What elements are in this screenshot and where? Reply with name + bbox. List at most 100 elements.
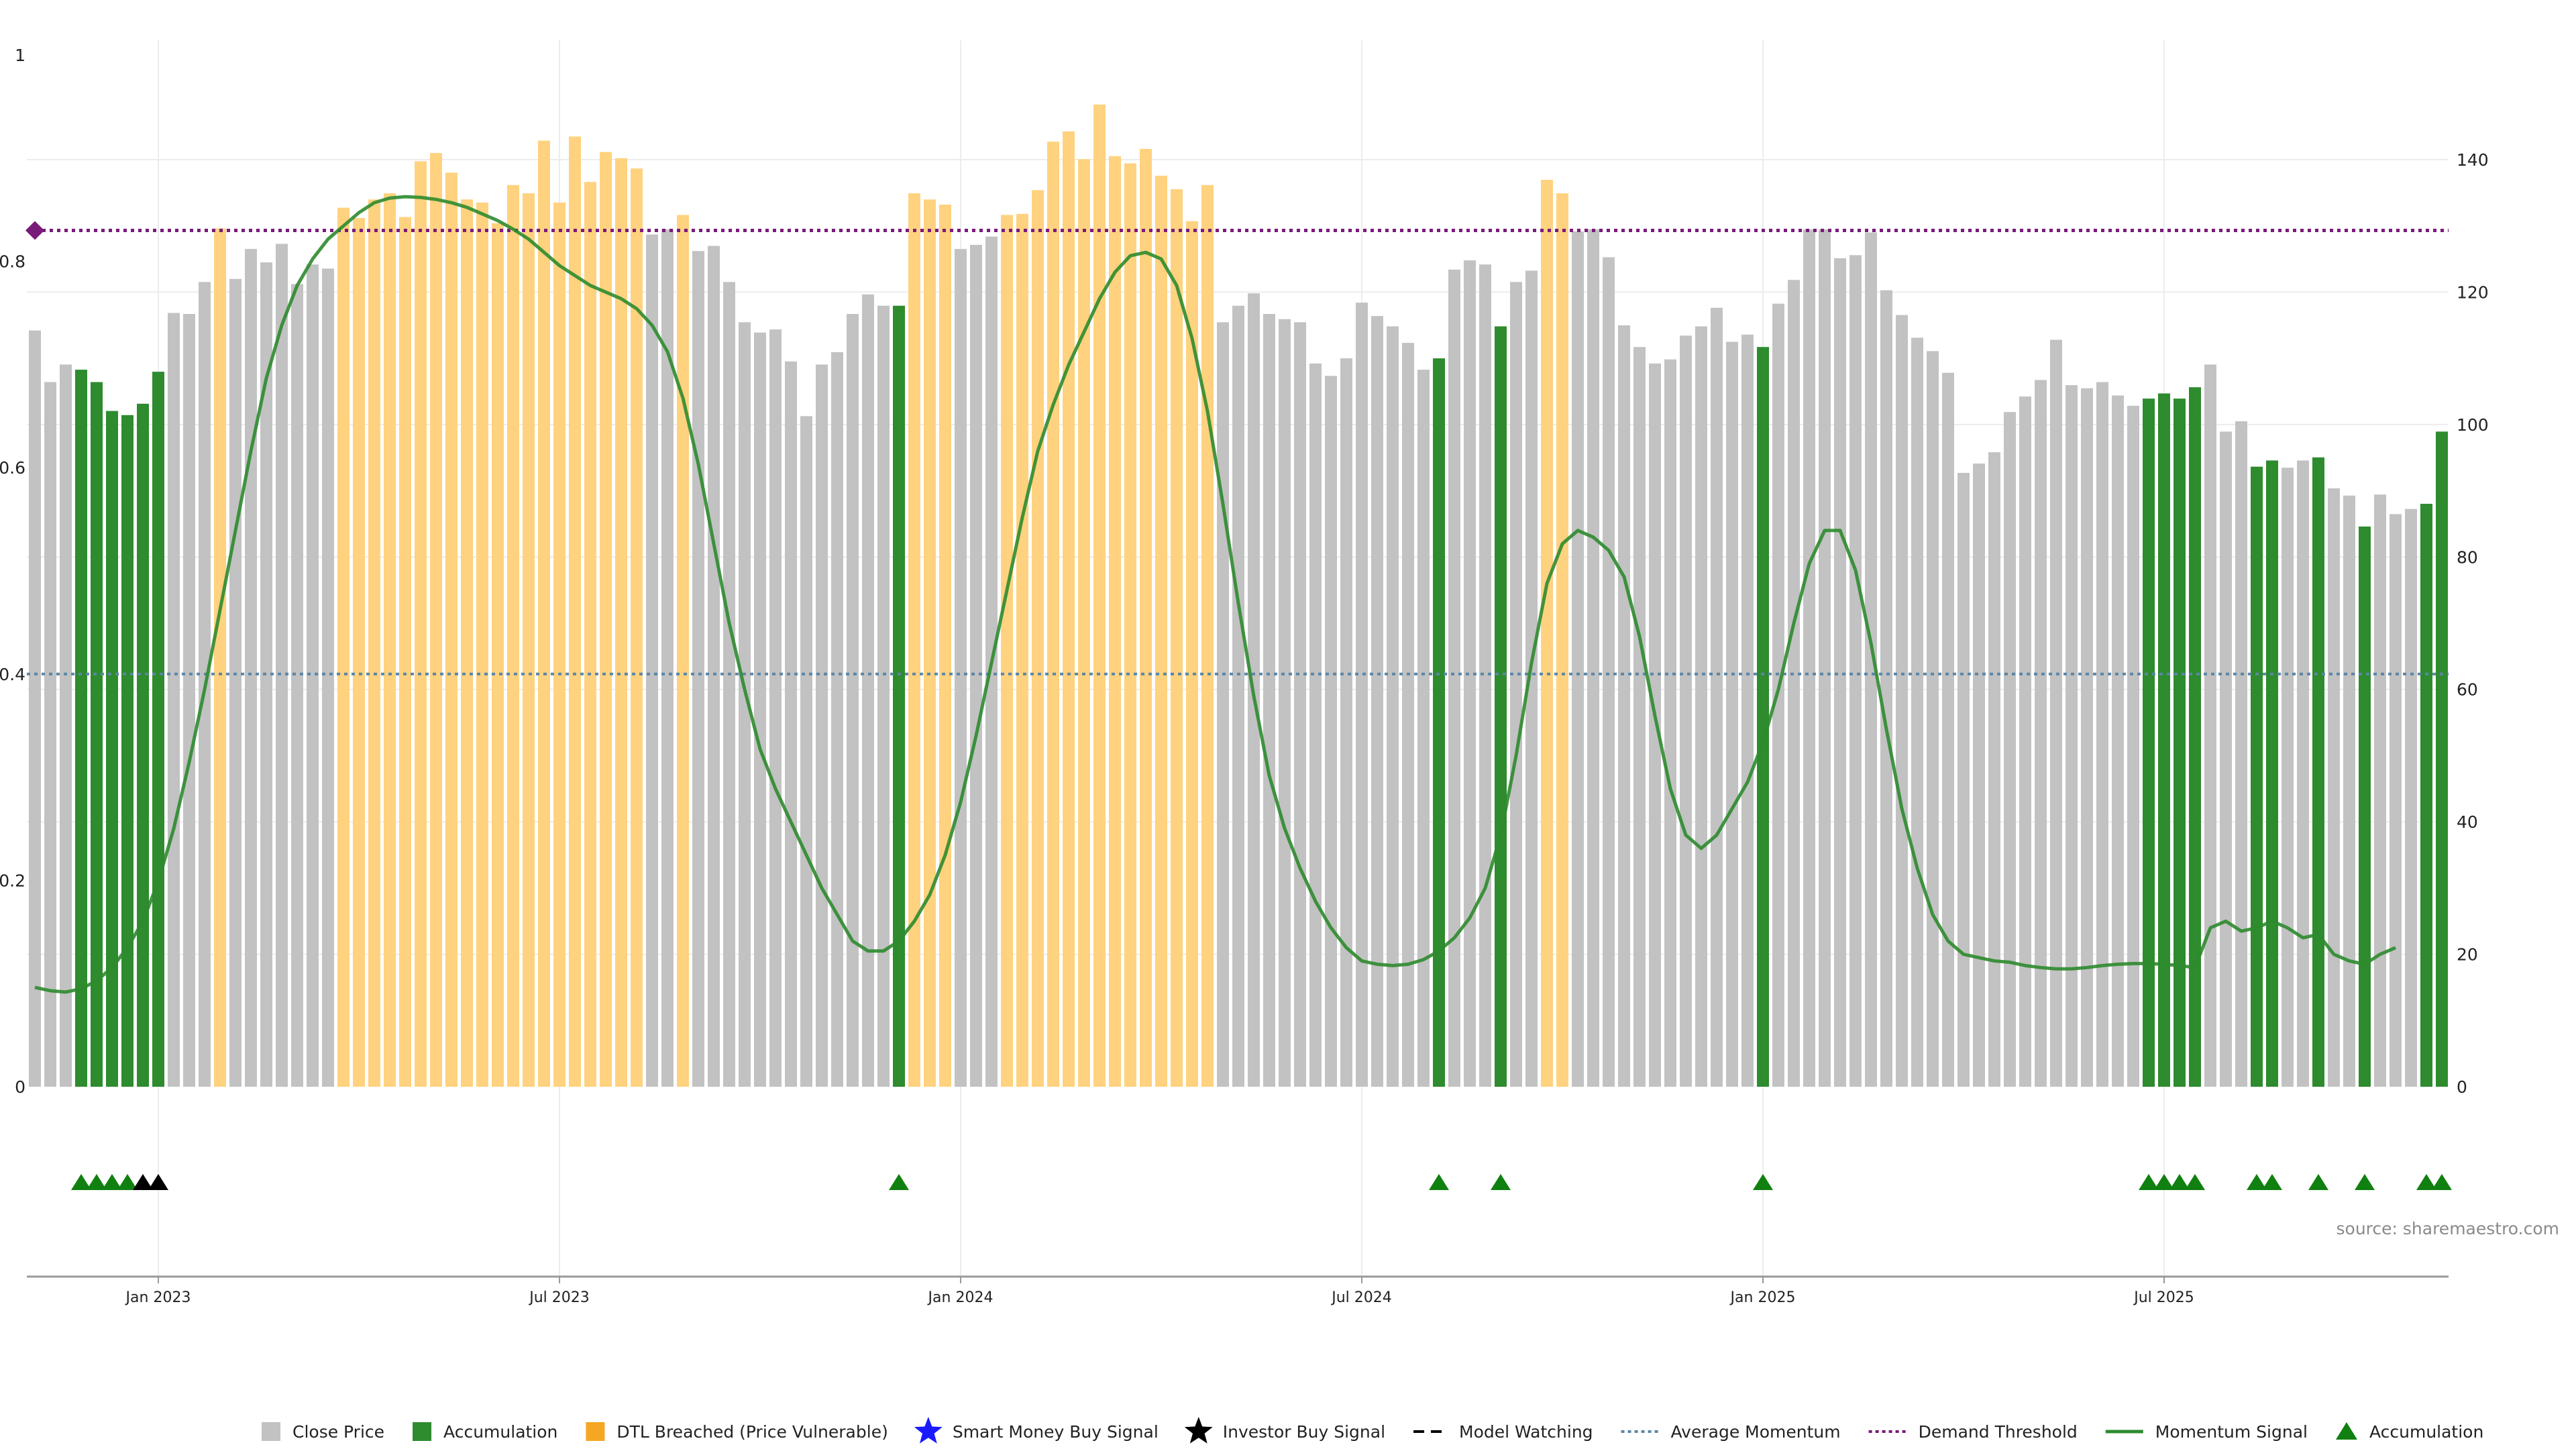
bars-layer — [29, 104, 2448, 1087]
close-price-bar — [1849, 255, 1862, 1087]
dtl-breached-bar — [1001, 215, 1013, 1087]
dtl-breached-bar — [430, 153, 442, 1087]
right-axis-tick-label: 40 — [2457, 812, 2478, 832]
investor-signal-marker — [133, 1174, 153, 1190]
close-price-bar — [1911, 337, 1923, 1087]
accumulation-marker — [2432, 1174, 2452, 1190]
close-price-bar — [2050, 339, 2062, 1087]
x-axis-tick-label: Jul 2023 — [528, 1289, 590, 1306]
demand-threshold-marker — [25, 221, 44, 240]
legend-label: Investor Buy Signal — [1223, 1422, 1385, 1442]
legend-label: Accumulation — [2369, 1422, 2483, 1442]
accumulation-bar — [2266, 460, 2278, 1087]
dtl-breached-bar — [1032, 190, 1044, 1087]
close-price-bar — [1973, 464, 1985, 1087]
accumulation-bar — [2420, 504, 2432, 1087]
legend-item: Accumulation — [413, 1422, 557, 1442]
x-axis-tick-label: Jul 2025 — [2133, 1289, 2194, 1306]
dtl-breached-bar — [1063, 131, 1075, 1087]
accumulation-marker — [2247, 1174, 2267, 1190]
markers-layer — [71, 1174, 2452, 1190]
close-price-bar — [2374, 494, 2386, 1087]
accumulation-bar — [2174, 398, 2186, 1087]
dtl-breached-bar — [492, 223, 504, 1087]
lines-layer — [25, 195, 2449, 994]
dtl-breached-bar — [337, 207, 350, 1087]
legend-item: Momentum Signal — [2105, 1422, 2308, 1442]
close-price-bar — [1387, 326, 1399, 1087]
right-axis-tick-label: 120 — [2457, 282, 2489, 302]
dtl-breached-bar — [924, 199, 936, 1087]
close-price-bar — [692, 251, 704, 1087]
close-price-bar — [1957, 472, 1970, 1087]
legend-item: Close Price — [262, 1422, 384, 1442]
close-price-bar — [1448, 269, 1460, 1087]
accumulation-bar — [152, 372, 164, 1087]
accumulation-bar — [893, 305, 905, 1087]
legend-item: Investor Buy Signal — [1184, 1417, 1385, 1444]
black-star-icon — [1184, 1417, 1213, 1444]
close-price-bar — [1865, 232, 1877, 1087]
right-axis-tick-label: 60 — [2457, 680, 2478, 700]
dtl-breached-bar — [553, 202, 566, 1087]
accumulation-bar — [1757, 347, 1769, 1087]
legend-label: Accumulation — [443, 1422, 557, 1442]
dtl-breached-bar — [461, 199, 473, 1087]
close-price-bar — [2096, 382, 2108, 1087]
close-price-bar — [2220, 431, 2232, 1087]
legend: Close Price Accumulation DTL Breached (Pri… — [262, 1417, 2483, 1444]
close-price-bar — [2282, 468, 2294, 1087]
close-price-bar — [1633, 347, 1646, 1087]
close-price-bar — [1371, 316, 1383, 1087]
dtl-breached-bar — [353, 218, 365, 1087]
accumulation-bar — [2251, 466, 2263, 1087]
close-price-bar — [785, 361, 797, 1087]
dtl-breached-bar — [1093, 104, 1106, 1087]
dtl-breached-bar — [615, 158, 627, 1087]
dtl-breached-bar — [1186, 221, 1198, 1087]
dtl-breached-bar — [1140, 148, 1152, 1087]
close-price-bar — [2328, 488, 2340, 1087]
accumulation-marker — [102, 1174, 122, 1190]
close-price-bar — [2297, 460, 2309, 1087]
close-price-bar — [1294, 322, 1306, 1087]
accumulation-bar — [91, 382, 103, 1087]
dtl-breached-bar — [523, 193, 535, 1087]
close-price-bar — [1942, 372, 1954, 1087]
close-price-bar — [1309, 363, 1322, 1087]
dtl-breached-bar — [1541, 180, 1553, 1087]
close-price-bar — [2081, 388, 2093, 1087]
dtl-breached-bar — [1556, 193, 1568, 1087]
close-price-bar — [2065, 385, 2078, 1087]
left-axis-tick-label: 0.4 — [0, 665, 25, 684]
close-price-bar — [1695, 326, 1707, 1087]
legend-item: DTL Breached (Price Vulnerable) — [586, 1422, 888, 1442]
dtl-breached-bar — [1016, 213, 1028, 1087]
momentum-signal-line — [34, 195, 2396, 994]
close-price-bar — [1726, 341, 1738, 1087]
close-price-bar — [1232, 305, 1244, 1087]
close-price-bar — [1587, 229, 1599, 1087]
accumulation-bar — [137, 403, 149, 1087]
left-axis-tick-label: 0.6 — [0, 458, 25, 478]
right-axis-tick-label: 100 — [2457, 415, 2489, 435]
blue-star-icon — [914, 1417, 943, 1444]
accumulation-bar — [1433, 358, 1445, 1087]
close-price-bar — [955, 249, 967, 1087]
accumulation-bar — [75, 370, 87, 1087]
accumulation-bar — [2312, 457, 2324, 1087]
legend-label: Demand Threshold — [1919, 1422, 2078, 1442]
close-price-bar — [245, 249, 257, 1087]
accumulation-marker — [1429, 1174, 1449, 1190]
accumulation-bar — [106, 411, 118, 1087]
accumulation-bar — [2189, 387, 2201, 1087]
legend-label: Smart Money Buy Signal — [953, 1422, 1159, 1442]
legend-item: Demand Threshold — [1868, 1422, 2078, 1442]
close-price-bar — [1988, 452, 2000, 1087]
left-axis-tick-label: 0 — [15, 1077, 25, 1097]
dtl-breached-bar — [1047, 142, 1059, 1087]
close-price-bar — [2035, 380, 2047, 1087]
close-price-bar — [1340, 358, 1352, 1087]
left-axis-tick-label: 0.8 — [0, 252, 25, 272]
